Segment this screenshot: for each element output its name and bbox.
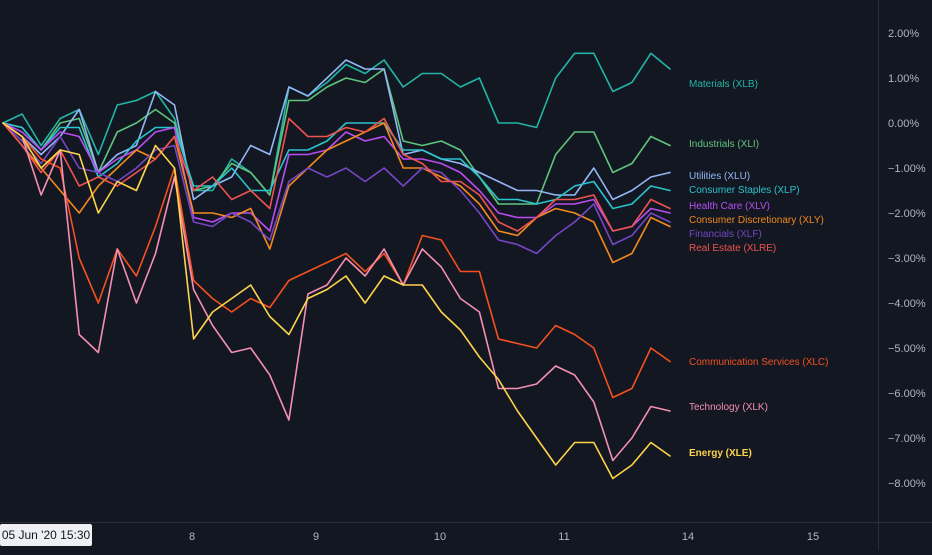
legend-label: Financials (XLF) bbox=[689, 229, 762, 240]
y-tick-label: −7.00% bbox=[888, 433, 926, 445]
legend-label: Communication Services (XLC) bbox=[689, 357, 829, 368]
time-axis[interactable]: 8 9 10 11 14 15 bbox=[189, 531, 819, 543]
legend-label: Consumer Discretionary (XLY) bbox=[689, 215, 824, 226]
x-tick-label: 10 bbox=[434, 531, 446, 543]
legend-label: Technology (XLK) bbox=[689, 402, 768, 413]
series-line[interactable] bbox=[2, 122, 671, 264]
x-tick-label: 15 bbox=[807, 531, 819, 543]
legend-label: Consumer Staples (XLP) bbox=[689, 185, 800, 196]
x-tick-label: 9 bbox=[313, 531, 319, 543]
y-tick-label: −3.00% bbox=[888, 253, 926, 265]
y-tick-label: −5.00% bbox=[888, 343, 926, 355]
y-tick-label: 0.00% bbox=[888, 118, 919, 130]
plot-area bbox=[2, 52, 671, 480]
series-line[interactable] bbox=[2, 122, 671, 480]
legend-label: Real Estate (XLRE) bbox=[689, 243, 776, 254]
legend-label: Health Care (XLV) bbox=[689, 201, 770, 212]
series-line[interactable] bbox=[2, 117, 671, 232]
y-tick-label: 2.00% bbox=[888, 28, 919, 40]
x-tick-label: 8 bbox=[189, 531, 195, 543]
price-axis[interactable]: 2.00% 1.00% 0.00% −1.00% −2.00% −3.00% −4.00% −… bbox=[888, 28, 926, 490]
series-line[interactable] bbox=[2, 68, 671, 205]
legend: Materials (XLB) Industrials (XLI) Utilitie… bbox=[689, 79, 829, 459]
series-line[interactable] bbox=[2, 59, 671, 201]
series-line[interactable] bbox=[2, 122, 671, 255]
legend-label: Utilities (XLU) bbox=[689, 171, 750, 182]
x-tick-label: 14 bbox=[682, 531, 694, 543]
series-line[interactable] bbox=[2, 122, 671, 462]
legend-label: Energy (XLE) bbox=[689, 448, 752, 459]
crosshair-time-label: 05 Jun '20 15:30 bbox=[0, 524, 92, 546]
series-line[interactable] bbox=[2, 122, 671, 399]
legend-label: Industrials (XLI) bbox=[689, 139, 759, 150]
series-line[interactable] bbox=[2, 52, 671, 196]
y-tick-label: −8.00% bbox=[888, 478, 926, 490]
series-line[interactable] bbox=[2, 122, 671, 232]
y-tick-label: 1.00% bbox=[888, 73, 919, 85]
y-tick-label: −6.00% bbox=[888, 388, 926, 400]
y-tick-label: −1.00% bbox=[888, 163, 926, 175]
x-tick-label: 11 bbox=[558, 531, 569, 543]
legend-label: Materials (XLB) bbox=[689, 79, 758, 90]
y-tick-label: −2.00% bbox=[888, 208, 926, 220]
y-tick-label: −4.00% bbox=[888, 298, 926, 310]
